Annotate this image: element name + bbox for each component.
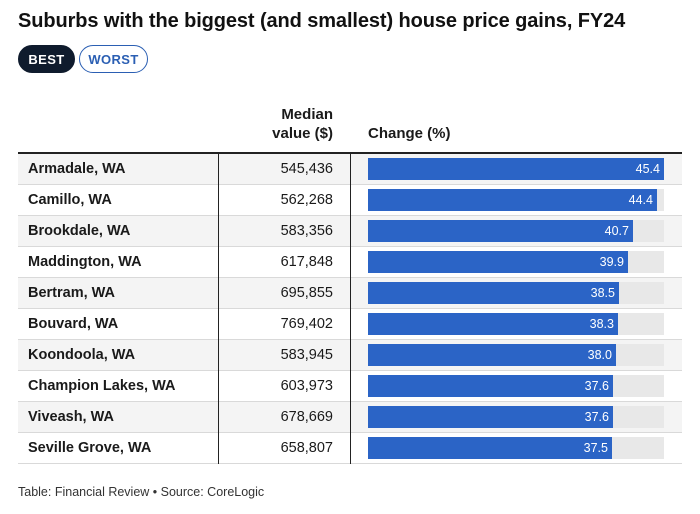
change-bar-label: 37.5 — [583, 441, 608, 455]
change-bar: 40.7 — [368, 220, 633, 242]
change-bar-track: 40.7 — [368, 220, 664, 242]
change-bar-track: 37.6 — [368, 406, 664, 428]
suburb-name: Bertram, WA — [28, 285, 116, 301]
median-value-header: Median value ($) — [250, 105, 333, 143]
change-bar: 37.5 — [368, 437, 612, 459]
change-header: Change (%) — [368, 125, 451, 142]
change-bar: 44.4 — [368, 189, 657, 211]
change-bar-track: 44.4 — [368, 189, 664, 211]
change-bar-track: 38.3 — [368, 313, 664, 335]
change-bar: 37.6 — [368, 375, 613, 397]
median-value: 583,945 — [280, 347, 333, 363]
suburb-name: Koondoola, WA — [28, 347, 136, 363]
median-value: 562,268 — [280, 192, 333, 208]
change-bar-track: 45.4 — [368, 158, 664, 180]
change-bar-label: 38.3 — [589, 317, 614, 331]
change-bar: 38.3 — [368, 313, 618, 335]
suburb-name: Armadale, WA — [28, 161, 126, 177]
change-bar: 38.5 — [368, 282, 619, 304]
best-worst-toggle: BEST WORST — [18, 45, 148, 73]
suburb-name: Seville Grove, WA — [28, 440, 152, 456]
source-footer: Table: Financial Review • Source: CoreLo… — [18, 485, 265, 499]
change-bar-label: 39.9 — [599, 255, 624, 269]
column-divider-name — [218, 154, 219, 464]
change-bar-label: 45.4 — [635, 162, 660, 176]
median-value: 769,402 — [280, 316, 333, 332]
suburb-name: Bouvard, WA — [28, 316, 119, 332]
median-value: 603,973 — [280, 378, 333, 394]
best-toggle-button[interactable]: BEST — [18, 45, 75, 73]
suburb-name: Camillo, WA — [28, 192, 112, 208]
change-bar-label: 38.5 — [590, 286, 615, 300]
median-value: 695,855 — [280, 285, 333, 301]
median-header-line2: value ($) — [272, 125, 333, 142]
median-header-line1: Median — [281, 106, 333, 123]
change-bar: 45.4 — [368, 158, 664, 180]
change-bar-track: 39.9 — [368, 251, 664, 273]
worst-toggle-button[interactable]: WORST — [79, 45, 148, 73]
change-bar-track: 38.0 — [368, 344, 664, 366]
change-bar-label: 38.0 — [587, 348, 612, 362]
change-bar-label: 37.6 — [584, 410, 609, 424]
median-value: 678,669 — [280, 409, 333, 425]
change-bar-label: 44.4 — [628, 193, 653, 207]
suburb-name: Champion Lakes, WA — [28, 378, 176, 394]
change-bar-label: 40.7 — [604, 224, 629, 238]
change-bar-track: 38.5 — [368, 282, 664, 304]
change-bar-label: 37.6 — [584, 379, 609, 393]
median-value: 545,436 — [280, 161, 333, 177]
change-bar: 39.9 — [368, 251, 628, 273]
suburb-name: Brookdale, WA — [28, 223, 131, 239]
change-bar: 37.6 — [368, 406, 613, 428]
suburb-name: Viveash, WA — [28, 409, 114, 425]
chart-title: Suburbs with the biggest (and smallest) … — [18, 10, 626, 32]
median-value: 617,848 — [280, 254, 333, 270]
change-bar: 38.0 — [368, 344, 616, 366]
change-bar-track: 37.6 — [368, 375, 664, 397]
column-divider-value — [350, 154, 351, 464]
suburb-name: Maddington, WA — [28, 254, 142, 270]
median-value: 658,807 — [280, 440, 333, 456]
table-top-rule — [18, 152, 682, 154]
median-value: 583,356 — [280, 223, 333, 239]
change-bar-track: 37.5 — [368, 437, 664, 459]
